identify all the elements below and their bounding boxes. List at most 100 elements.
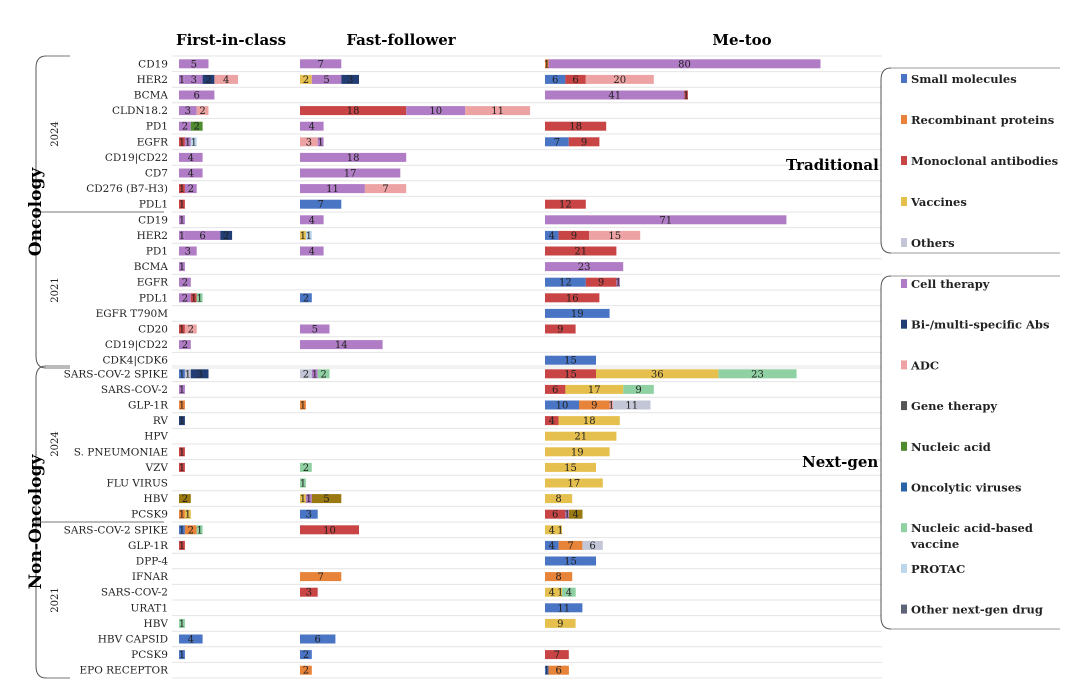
bar-segment-monoclonal-antibodies [179,540,185,550]
bar-segment-cell-therapy [548,59,821,69]
bar-segment-vaccines [558,416,620,426]
bar-value-label: 1 [179,184,185,195]
legend-swatch-oncolytic-viruses [901,482,907,492]
bar-value-label: 2 [205,75,211,86]
bar-value-label: 41 [608,91,621,102]
bar-segment-bi-multi-specific-abs [179,416,185,426]
bar-value-label: 7 [567,541,573,552]
legend-swatch-adc [901,360,907,370]
bar-value-label: 2 [199,106,205,117]
row-label-her2: HER2 [137,230,168,242]
bar-segment-monoclonal-antibodies [179,462,185,472]
bar-segment-vaccines [558,587,563,597]
bar-value-label: 4 [573,510,579,521]
bar-segment-recombinant-proteins [179,509,185,519]
bar-segment-cell-therapy [179,168,203,178]
bar-value-label: 2 [303,650,309,661]
bar-value-label: 19 [571,447,584,458]
bar-value-label: 1 [179,75,185,86]
bar-value-label: 2 [182,340,188,351]
bar-segment-vaccines [545,478,603,488]
bar-segment-small-molecules [545,603,583,613]
bar-segment-bi-multi-specific-abs [341,74,359,84]
row-label-hbv: HBV [144,493,169,505]
bar-value-label: 10 [429,106,442,117]
bar-value-label: 1 [179,541,185,552]
bar-segment-others [184,369,191,379]
bar-segment-cell-therapy [300,324,330,334]
bar-value-label: 15 [608,231,621,242]
legend-label-small-molecules: Small molecules [911,72,1017,86]
legend-swatch-recombinant-proteins [901,115,907,124]
bar-value-label: 5 [312,325,318,336]
bar-segment-cell-therapy [179,152,203,162]
bar-value-label: 17 [588,385,601,396]
bar-segment-protac [305,230,312,240]
bar-segment-cell-therapy [300,121,324,131]
bar-value-label: 3 [185,106,191,117]
bar-value-label: 18 [583,416,596,427]
bar-value-label: 15 [564,369,577,380]
bar-segment-cell-therapy [179,246,197,256]
bar-segment-nucleic-acid-based-vaccine [718,369,797,379]
bar-value-label: 1 [564,510,570,521]
bar-value-label: 4 [309,122,315,133]
legend-label-monoclonal-antibodies: Monoclonal antibodies [911,154,1058,168]
bar-value-label: 1 [544,666,550,677]
bar-segment-vaccines [545,618,576,628]
bar-segment-cell-therapy [317,137,324,147]
bar-segment-cell-therapy [184,184,197,194]
bar-value-label: 5 [323,494,329,505]
bar-value-label: 4 [309,247,315,258]
bar-segment-hbv-other [179,494,191,504]
bar-segment-cell-therapy [179,262,185,272]
bar-value-label: 11 [326,184,339,195]
bar-segment-cell-therapy [300,184,365,194]
bar-value-label: 2 [303,75,309,86]
group-label-non-oncology: Non-Oncology [26,454,46,590]
row-label-dpp-4: DPP-4 [136,556,169,568]
row-label-pd1: PD1 [146,246,168,258]
bar-segment-monoclonal-antibodies [565,74,586,84]
bar-segment-monoclonal-antibodies [545,199,586,209]
bar-segment-small-molecules [545,230,559,240]
row-label-hbv-capsid: HBV CAPSID [98,634,168,646]
bar-value-label: 6 [199,231,205,242]
bar-segment-small-molecules [179,369,185,379]
row-label-bcma: BCMA [134,261,169,273]
bar-value-label: 10 [323,525,336,536]
bar-value-label: 80 [678,59,691,70]
group-label-oncology: Oncology [26,167,46,257]
bar-segment-nucleic-acid-based-vaccine [196,293,203,303]
bar-segment-monoclonal-antibodies [545,416,559,426]
bar-segment-cell-therapy [406,106,466,116]
bar-segment-cell-therapy [179,293,191,303]
bar-segment-others [300,369,312,379]
bar-value-label: 18 [569,122,582,133]
bar-segment-small-molecules [179,525,185,535]
row-label-ifnar: IFNAR [132,571,169,583]
bar-value-label: 2 [320,369,326,380]
bar-segment-cell-therapy [616,277,620,287]
bar-segment-small-molecules [545,277,586,287]
bar-segment-nucleic-acid-based-vaccine [562,587,576,597]
column-title-me-too: Me-too [712,31,771,49]
bar-segment-cell-therapy [545,90,685,100]
bar-value-label: 18 [347,106,360,117]
bar-segment-recombinant-proteins [579,400,610,410]
bar-segment-monoclonal-antibodies [558,230,590,240]
bar-segment-monoclonal-antibodies [545,246,617,256]
row-label-her2: HER2 [137,74,168,86]
bar-value-label: 1 [179,385,185,396]
bar-segment-small-molecules [545,137,569,147]
bar-value-label: 1 [191,293,197,304]
bar-segment-adc [184,324,197,334]
bar-value-label: 10 [556,401,569,412]
row-label-cd19-cd22: CD19|CD22 [105,152,168,165]
row-label-cdk4-cdk6: CDK4|CDK6 [103,355,169,368]
legend-label-adc: ADC [910,358,939,372]
bar-segment-cell-therapy [179,340,191,350]
bar-segment-adc [609,400,614,410]
